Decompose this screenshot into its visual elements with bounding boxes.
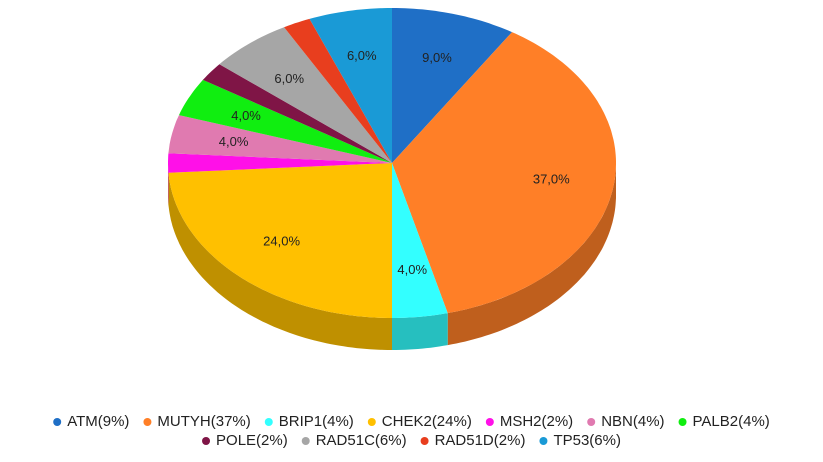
slice xyxy=(179,79,392,163)
data-label: 4,0% xyxy=(219,134,249,149)
legend-label: NBN(4%) xyxy=(601,413,664,430)
legend-marker xyxy=(485,418,494,426)
slice xyxy=(284,18,392,164)
data-label: 37,0% xyxy=(533,171,570,186)
slice-side xyxy=(392,313,448,350)
data-label: 6,0% xyxy=(274,71,304,86)
slice xyxy=(309,8,392,163)
slice xyxy=(392,8,512,163)
data-label: 4,0% xyxy=(231,108,261,123)
legend-label: BRIP1(4%) xyxy=(279,413,354,430)
data-label: 4,0% xyxy=(397,262,427,277)
legend-label: MUTYH(37%) xyxy=(157,413,250,430)
legend-marker xyxy=(202,437,211,445)
legend-label: CHEK2(24%) xyxy=(382,413,472,430)
legend-label: MSH2(2%) xyxy=(500,413,573,430)
slice xyxy=(168,163,392,318)
slice xyxy=(392,32,616,314)
slice xyxy=(202,64,392,163)
legend-label: PALB2(4%) xyxy=(693,413,770,430)
legend-marker xyxy=(587,418,596,426)
legend-marker xyxy=(143,418,152,426)
slice xyxy=(392,163,448,318)
legend-marker xyxy=(539,437,548,445)
legend-label: TP53(6%) xyxy=(553,432,621,449)
legend-label: RAD51C(6%) xyxy=(316,432,407,449)
slice-side xyxy=(447,163,616,346)
data-label: 24,0% xyxy=(263,234,300,249)
slice xyxy=(168,153,392,173)
legend-marker xyxy=(420,437,429,445)
slice-side xyxy=(168,172,392,350)
legend-marker xyxy=(678,418,687,426)
legend-marker xyxy=(367,418,376,426)
legend-label: ATM(9%) xyxy=(67,413,129,430)
legend-marker xyxy=(301,437,310,445)
data-label: 9,0% xyxy=(422,50,452,65)
data-label: 6,0% xyxy=(347,48,377,63)
legend-label: POLE(2%) xyxy=(216,432,288,449)
slice xyxy=(219,27,392,164)
legend-label: RAD51D(2%) xyxy=(435,432,526,449)
legend-marker xyxy=(53,418,62,426)
slice xyxy=(168,115,392,163)
legend-marker xyxy=(264,418,273,426)
